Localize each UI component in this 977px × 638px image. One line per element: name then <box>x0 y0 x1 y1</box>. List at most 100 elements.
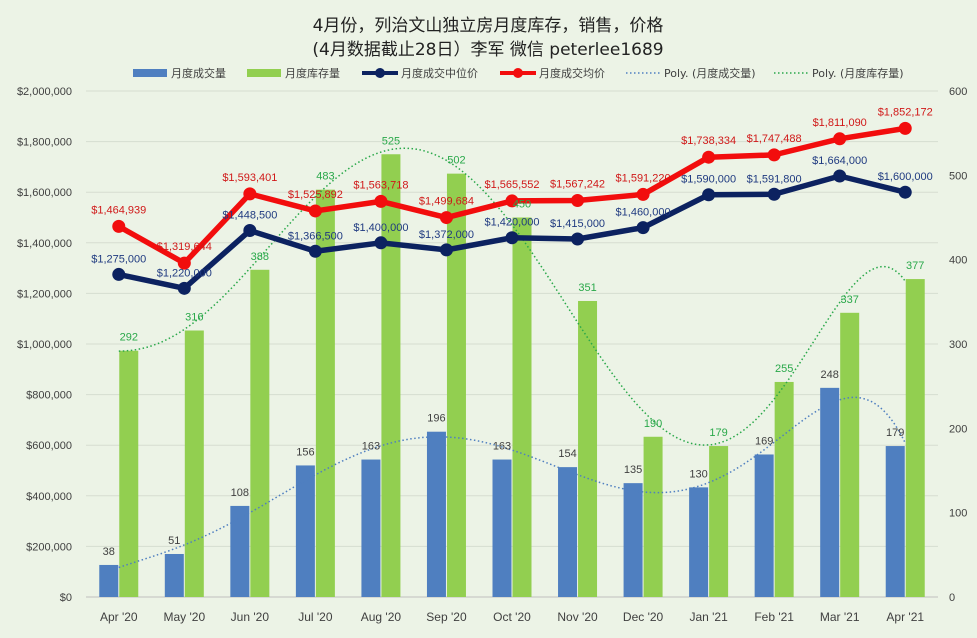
legend-label-average-price: 月度成交均价 <box>539 66 605 80</box>
data-label-average-price: $1,319,644 <box>157 241 212 253</box>
data-label-volume: 38 <box>103 546 115 558</box>
marker-average-price <box>505 194 519 208</box>
bar-volume <box>426 431 446 597</box>
data-label-median-price: $1,600,000 <box>878 171 933 183</box>
legend-item-median-price: 月度成交中位价 <box>362 66 478 80</box>
x-axis-tick-label: Dec '20 <box>623 610 664 624</box>
data-label-median-price: $1,220,000 <box>157 267 212 279</box>
data-label-inventory: 292 <box>120 332 138 344</box>
x-axis-ticks: Apr '20 May '20 Jun '20 Jul '20 Aug '20 Sep '… <box>100 610 924 624</box>
legend-swatch-volume <box>133 69 167 77</box>
legend-label-inventory: 月度库存量 <box>285 66 340 80</box>
data-label-inventory: 525 <box>382 135 400 147</box>
data-label-inventory: 190 <box>644 418 662 430</box>
marker-median-price <box>571 232 585 246</box>
legend-label-inventory-trend: Poly. (月度库存量) <box>812 66 904 80</box>
x-axis-tick-label: Sep '20 <box>426 610 467 624</box>
marker-average-price <box>571 193 585 207</box>
data-label-volume: 130 <box>689 468 707 480</box>
bar-inventory <box>774 381 794 597</box>
data-label-median-price: $1,460,000 <box>616 207 671 219</box>
data-label-inventory: 450 <box>513 199 531 211</box>
gridlines <box>86 90 938 598</box>
x-axis-tick-label: Jan '21 <box>689 610 728 624</box>
data-label-average-price: $1,591,220 <box>616 172 671 184</box>
bar-volume <box>623 483 643 597</box>
marker-median-price <box>636 221 650 235</box>
data-label-volume: 179 <box>886 427 904 439</box>
data-label-median-price: $1,664,000 <box>812 155 867 167</box>
marker-median-price <box>702 188 716 202</box>
data-label-average-price: $1,567,242 <box>550 178 605 190</box>
marker-average-price <box>833 132 847 146</box>
x-axis-tick-label: Jul '20 <box>298 610 333 624</box>
left-axis-tick-label: $800,000 <box>26 390 72 402</box>
right-axis-tick-label: 0 <box>949 592 955 604</box>
data-label-median-price: $1,590,000 <box>681 174 736 186</box>
left-axis-tick-label: $1,800,000 <box>17 137 72 149</box>
chart-title-line2: (4月数据截止28日）李军 微信 peterlee1689 <box>312 40 663 60</box>
marker-median-price <box>177 281 191 295</box>
bar-inventory <box>578 300 598 597</box>
bar-inventory <box>446 173 466 597</box>
data-label-average-price: $1,738,334 <box>681 135 736 147</box>
marker-median-price <box>767 187 781 201</box>
data-label-median-price: $1,591,800 <box>747 173 802 185</box>
data-label-inventory: 502 <box>447 155 465 167</box>
data-label-inventory: 179 <box>709 427 727 439</box>
data-label-volume: 248 <box>821 369 839 381</box>
marker-average-price <box>636 187 650 201</box>
marker-average-price <box>702 150 716 164</box>
bar-volume <box>361 459 381 597</box>
bar-inventory <box>250 269 270 597</box>
left-axis-tick-label: $200,000 <box>26 541 72 553</box>
bar-inventory <box>184 330 204 597</box>
legend-label-volume: 月度成交量 <box>171 66 226 80</box>
data-label-median-price: $1,415,000 <box>550 218 605 230</box>
left-axis-tick-label: $1,200,000 <box>17 288 72 300</box>
marker-average-price <box>243 187 257 201</box>
marker-average-price <box>898 121 912 135</box>
data-label-inventory: 483 <box>316 171 334 183</box>
legend-swatch-inventory <box>247 69 281 77</box>
marker-average-price <box>439 211 453 225</box>
data-label-median-price: $1,372,000 <box>419 229 474 241</box>
bar-inventory <box>381 154 401 597</box>
bar-inventory <box>315 189 335 598</box>
bar-volume <box>164 553 184 597</box>
data-label-inventory: 377 <box>906 260 924 272</box>
data-label-average-price: $1,852,172 <box>878 106 933 118</box>
data-label-average-price: $1,811,090 <box>813 117 867 129</box>
data-label-inventory: 351 <box>578 282 596 294</box>
data-label-median-price: $1,420,000 <box>484 217 539 229</box>
bar-inventory <box>119 350 139 597</box>
data-label-volume: 196 <box>427 413 445 425</box>
right-axis-tick-label: 100 <box>949 508 967 520</box>
legend: 月度成交量 月度库存量 月度成交中位价 月度成交均价 Poly. (月度成交量)… <box>133 66 904 80</box>
bar-inventory <box>840 312 860 597</box>
bar-volume <box>295 465 315 597</box>
data-label-median-price: $1,366,500 <box>288 230 343 242</box>
bar-inventory <box>905 279 925 597</box>
legend-item-average-price: 月度成交均价 <box>500 66 605 80</box>
trendline-inventory <box>118 147 906 446</box>
bars <box>99 154 925 598</box>
data-label-inventory: 337 <box>841 294 859 306</box>
marker-median-price <box>439 243 453 257</box>
x-axis-tick-label: Oct '20 <box>493 610 531 624</box>
data-label-volume: 108 <box>231 487 249 499</box>
left-axis-tick-label: $600,000 <box>26 440 72 452</box>
marker-median-price <box>374 236 388 250</box>
x-axis-tick-label: Feb '21 <box>754 610 794 624</box>
x-axis-tick-label: Jun '20 <box>231 610 270 624</box>
data-label-inventory: 316 <box>185 312 203 324</box>
marker-average-price <box>308 204 322 218</box>
legend-item-inventory: 月度库存量 <box>247 66 340 80</box>
right-axis-tick-label: 600 <box>949 86 967 98</box>
data-label-average-price: $1,464,939 <box>91 204 146 216</box>
data-label-median-price: $1,400,000 <box>353 222 408 234</box>
marker-average-price <box>374 194 388 208</box>
bar-inventory <box>643 436 663 597</box>
marker-median-price <box>308 244 322 258</box>
bar-volume <box>689 487 709 597</box>
